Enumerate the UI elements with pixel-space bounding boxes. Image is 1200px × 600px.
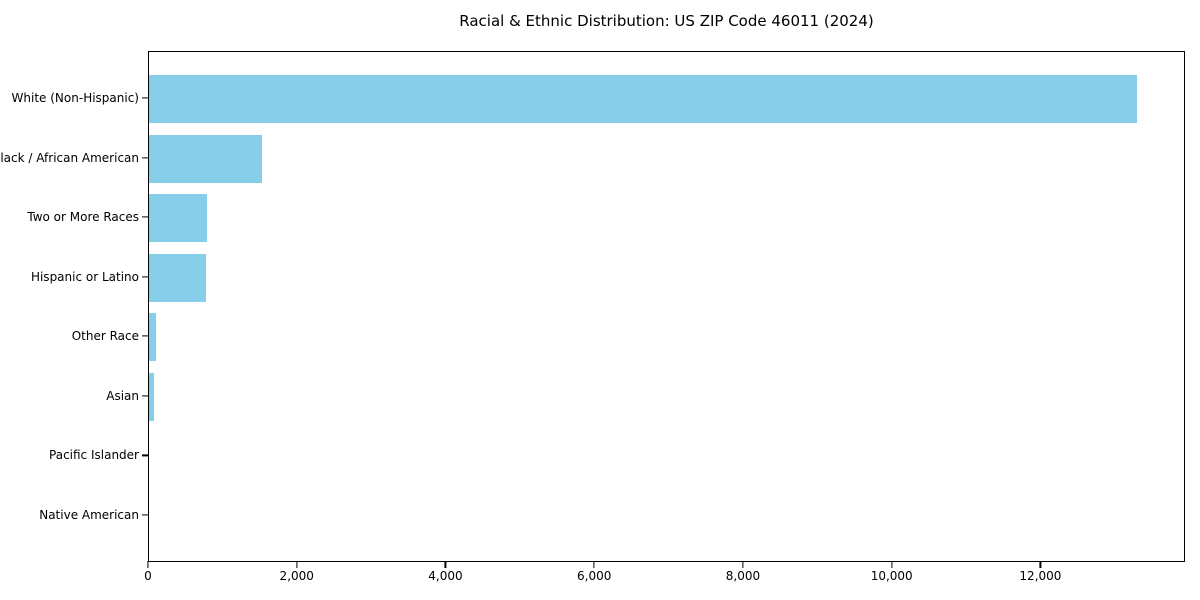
x-tick-mark bbox=[1039, 561, 1042, 568]
x-tick-mark bbox=[742, 561, 744, 568]
y-tick-mark bbox=[142, 276, 148, 278]
bar-black-african-american bbox=[149, 134, 263, 183]
x-tick-label-12000: 12,000 bbox=[1019, 569, 1062, 583]
x-tick-mark bbox=[593, 561, 595, 568]
chart-title: Racial & Ethnic Distribution: US ZIP Cod… bbox=[459, 12, 874, 30]
y-tick-mark bbox=[142, 156, 148, 159]
x-tick-mark bbox=[296, 561, 298, 568]
x-tick-label-10000: 10,000 bbox=[870, 569, 913, 583]
bar-white-non-hispanic bbox=[149, 75, 1137, 123]
y-tick-label-black-african-american: Black / African American bbox=[0, 150, 139, 165]
x-tick-mark bbox=[444, 561, 447, 568]
y-tick-label-hispanic-or-latino: Hispanic or Latino bbox=[30, 269, 139, 284]
x-tick-label-4000: 4,000 bbox=[428, 569, 463, 583]
bar-hispanic-or-latino bbox=[149, 253, 206, 302]
y-tick-mark bbox=[142, 97, 148, 99]
y-tick-label-native-american: Native American bbox=[39, 508, 139, 522]
y-tick-mark bbox=[142, 335, 148, 337]
y-tick-label-other-race: Other Race bbox=[71, 329, 139, 344]
y-tick-label-white-non-hispanic: White (Non-Hispanic) bbox=[11, 91, 139, 105]
x-tick-mark bbox=[891, 561, 893, 568]
y-tick-label-two-or-more-races: Two or More Races bbox=[27, 210, 139, 225]
y-tick-mark bbox=[142, 514, 148, 516]
y-tick-mark bbox=[142, 216, 148, 218]
x-tick-mark bbox=[147, 561, 149, 568]
x-tick-label-8000: 8,000 bbox=[725, 569, 761, 583]
y-tick-mark bbox=[142, 395, 148, 397]
y-tick-label-asian: Asian bbox=[106, 388, 139, 403]
bar-two-or-more-races bbox=[149, 194, 207, 243]
x-tick-label-0: 0 bbox=[144, 569, 152, 583]
bar-asian bbox=[149, 372, 155, 421]
bar-other-race bbox=[149, 313, 156, 362]
y-tick-label-pacific-islander: Pacific Islander bbox=[49, 448, 139, 463]
y-tick-mark bbox=[142, 454, 148, 457]
plot-area bbox=[148, 51, 1185, 562]
x-tick-label-6000: 6,000 bbox=[577, 569, 612, 583]
x-tick-label-2000: 2,000 bbox=[279, 569, 314, 583]
